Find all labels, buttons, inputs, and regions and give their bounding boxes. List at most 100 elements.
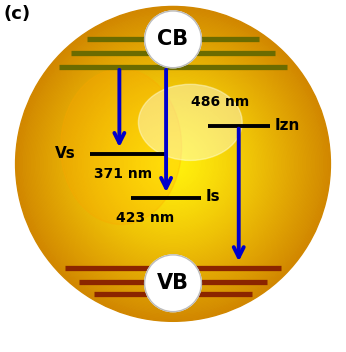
Ellipse shape [109, 100, 237, 228]
Ellipse shape [48, 39, 298, 289]
Ellipse shape [148, 139, 198, 189]
Ellipse shape [163, 153, 183, 174]
Text: 486 nm: 486 nm [191, 95, 249, 108]
Ellipse shape [75, 65, 271, 262]
Ellipse shape [55, 46, 291, 282]
Ellipse shape [160, 151, 186, 177]
Ellipse shape [130, 121, 216, 207]
Ellipse shape [101, 92, 245, 236]
Ellipse shape [21, 12, 325, 316]
Ellipse shape [65, 56, 281, 271]
Ellipse shape [114, 105, 232, 223]
Ellipse shape [73, 64, 273, 264]
Ellipse shape [97, 88, 249, 240]
Ellipse shape [44, 35, 302, 293]
Ellipse shape [151, 142, 195, 186]
Ellipse shape [127, 118, 219, 210]
Ellipse shape [86, 77, 260, 251]
Ellipse shape [82, 73, 264, 254]
Ellipse shape [57, 49, 289, 279]
Ellipse shape [93, 84, 253, 244]
Ellipse shape [158, 150, 188, 178]
Ellipse shape [16, 6, 330, 321]
Ellipse shape [18, 9, 328, 319]
Ellipse shape [140, 131, 206, 197]
Ellipse shape [106, 97, 240, 231]
Ellipse shape [92, 83, 254, 245]
Ellipse shape [56, 47, 290, 281]
Ellipse shape [138, 128, 208, 199]
Ellipse shape [102, 93, 244, 235]
Ellipse shape [100, 90, 246, 237]
Ellipse shape [153, 144, 193, 184]
Ellipse shape [139, 130, 207, 198]
Ellipse shape [47, 38, 299, 290]
Ellipse shape [125, 115, 221, 212]
Ellipse shape [37, 27, 309, 300]
Ellipse shape [172, 163, 174, 165]
Ellipse shape [157, 148, 189, 180]
Ellipse shape [136, 127, 210, 201]
Ellipse shape [84, 75, 262, 253]
Ellipse shape [149, 140, 197, 188]
Ellipse shape [17, 8, 329, 320]
Ellipse shape [31, 22, 315, 306]
Text: Vs: Vs [55, 146, 76, 161]
Ellipse shape [110, 101, 236, 227]
Ellipse shape [46, 37, 300, 291]
Ellipse shape [103, 94, 243, 233]
Ellipse shape [128, 119, 218, 208]
Ellipse shape [107, 98, 239, 230]
Ellipse shape [168, 159, 178, 169]
Ellipse shape [50, 40, 296, 287]
Ellipse shape [76, 67, 270, 261]
Ellipse shape [119, 110, 227, 218]
Ellipse shape [120, 112, 226, 216]
Ellipse shape [51, 42, 295, 286]
Ellipse shape [131, 122, 215, 206]
Ellipse shape [144, 135, 202, 193]
Ellipse shape [88, 78, 258, 249]
Ellipse shape [123, 114, 223, 214]
Ellipse shape [27, 18, 319, 309]
Ellipse shape [22, 13, 324, 315]
Text: CB: CB [157, 29, 189, 49]
Text: 423 nm: 423 nm [116, 210, 174, 225]
Ellipse shape [25, 15, 321, 312]
Circle shape [145, 255, 201, 312]
Ellipse shape [34, 25, 312, 303]
Text: 371 nm: 371 nm [94, 167, 152, 181]
Ellipse shape [85, 76, 261, 252]
Ellipse shape [169, 160, 177, 168]
Ellipse shape [54, 44, 292, 283]
Ellipse shape [63, 54, 283, 274]
Ellipse shape [39, 30, 307, 298]
Ellipse shape [117, 107, 229, 220]
Ellipse shape [138, 84, 242, 161]
Ellipse shape [52, 43, 294, 284]
Ellipse shape [118, 109, 228, 219]
Circle shape [145, 11, 201, 68]
Ellipse shape [62, 52, 284, 275]
Ellipse shape [161, 152, 185, 176]
Ellipse shape [38, 29, 308, 299]
Ellipse shape [72, 63, 274, 265]
Ellipse shape [80, 71, 266, 257]
Ellipse shape [35, 26, 311, 302]
Ellipse shape [30, 21, 316, 307]
Ellipse shape [24, 14, 322, 313]
Ellipse shape [145, 136, 201, 191]
Ellipse shape [135, 126, 211, 202]
Ellipse shape [98, 89, 248, 239]
Ellipse shape [71, 62, 275, 266]
Ellipse shape [64, 55, 282, 273]
Ellipse shape [90, 81, 256, 246]
Ellipse shape [77, 68, 269, 260]
Ellipse shape [94, 85, 252, 243]
Ellipse shape [43, 34, 303, 294]
Ellipse shape [142, 132, 204, 195]
Ellipse shape [29, 20, 317, 308]
Ellipse shape [69, 60, 277, 268]
Ellipse shape [111, 102, 235, 226]
Ellipse shape [40, 31, 306, 296]
